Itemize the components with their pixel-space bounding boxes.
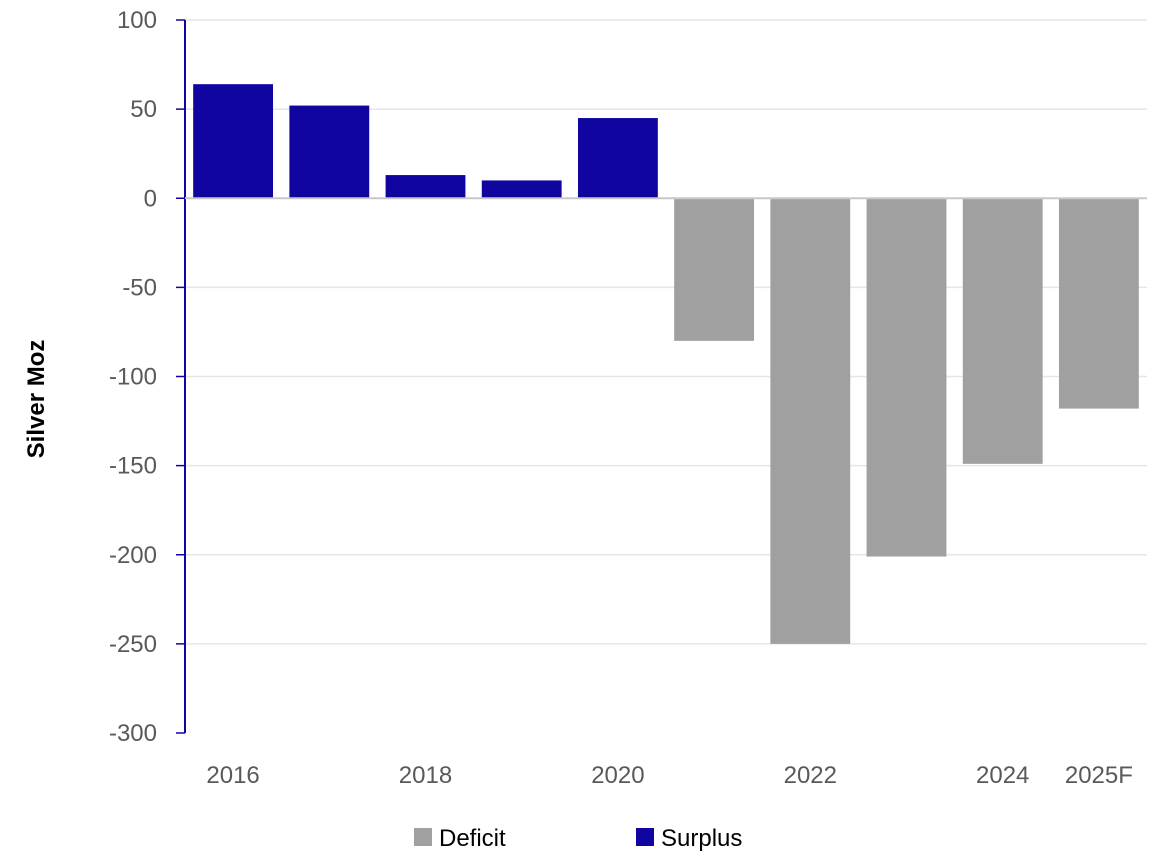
bar-deficit-2025F	[1058, 198, 1139, 409]
y-tick-label: 0	[144, 185, 157, 212]
y-tick-label: 50	[130, 96, 157, 123]
bar-deficit-2023	[866, 198, 947, 557]
x-tick-label: 2024	[976, 762, 1029, 789]
x-tick-labels: 2016 2018 2020 2022 2024 2025F	[206, 762, 1133, 789]
legend-label-surplus: Surplus	[661, 825, 742, 852]
y-tick-label: -100	[109, 364, 157, 391]
legend-swatch-surplus	[636, 828, 654, 846]
bar-deficit-2024	[962, 198, 1043, 464]
x-tick-label: 2018	[399, 762, 452, 789]
y-tick-label: -50	[122, 274, 157, 301]
bars	[193, 84, 1139, 644]
bar-surplus-2016	[193, 84, 274, 199]
bar-deficit-2021	[674, 198, 755, 341]
y-tick-label: -150	[109, 453, 157, 480]
legend-label-deficit: Deficit	[439, 825, 506, 852]
legend-swatch-deficit	[414, 828, 432, 846]
y-axis-label: Silver Moz	[23, 340, 50, 459]
x-tick-label: 2025F	[1065, 762, 1133, 789]
y-tick-label: 100	[117, 7, 157, 34]
bar-surplus-2018	[385, 175, 466, 199]
axes	[176, 19, 1147, 734]
bar-surplus-2017	[289, 105, 370, 199]
x-tick-label: 2016	[206, 762, 259, 789]
bar-surplus-2020	[577, 118, 658, 199]
y-tick-label: -250	[109, 631, 157, 658]
x-tick-label: 2022	[784, 762, 837, 789]
x-tick-label: 2020	[591, 762, 644, 789]
legend: Deficit Surplus	[414, 825, 742, 852]
bar-deficit-2022	[770, 198, 851, 644]
y-tick-label: -300	[109, 720, 157, 747]
y-tick-labels: 100 50 0 -50 -100 -150 -200 -250 -300	[109, 7, 157, 747]
y-tick-label: -200	[109, 542, 157, 569]
bar-surplus-2019	[481, 180, 562, 199]
